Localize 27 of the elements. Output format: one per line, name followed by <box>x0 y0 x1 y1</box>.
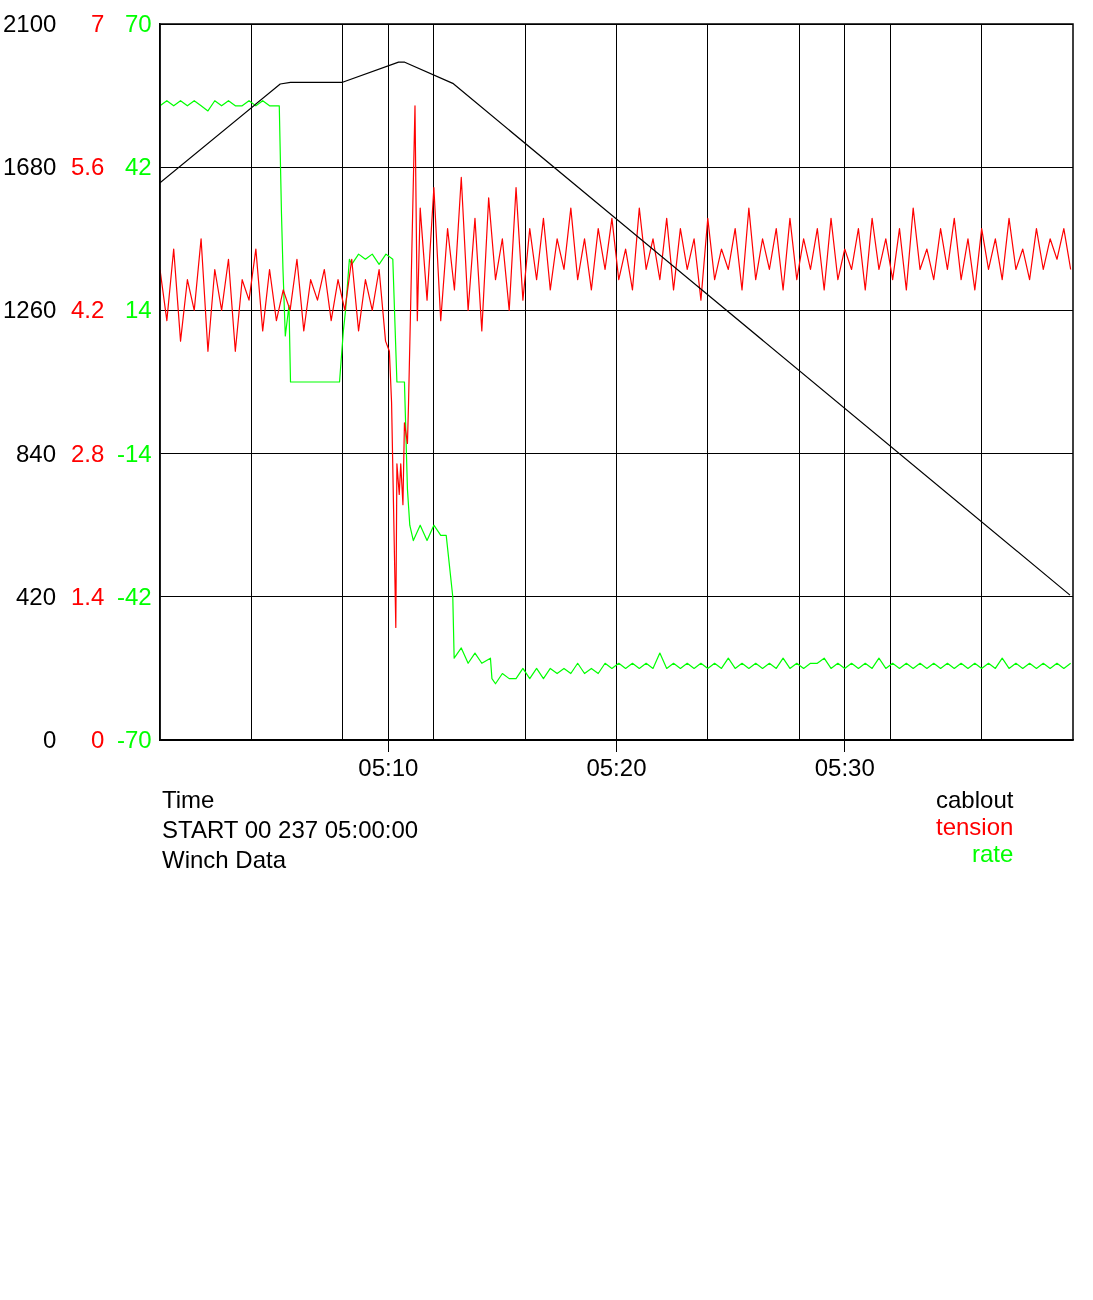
y2-tick-label: 0 <box>91 726 105 753</box>
y-tick-label: 1680 <box>3 153 57 181</box>
y2-tick-label: 5.6 <box>71 153 105 181</box>
x-tick-label: 05:10 <box>358 754 419 781</box>
y-tick-label: 2100 <box>3 10 57 37</box>
y3-tick-label: 14 <box>125 296 152 324</box>
text: START 00 237 05:00:00 <box>162 816 419 843</box>
text: rate <box>972 840 1014 867</box>
y3-tick-label: 70 <box>125 10 152 37</box>
y-tick-label: 0 <box>43 726 57 753</box>
y3-tick-label: -42 <box>117 582 152 610</box>
text: Winch Data <box>162 846 287 873</box>
x-tick-label: 05:20 <box>586 754 647 781</box>
y3-tick-label: -14 <box>117 439 152 467</box>
text: tension <box>936 813 1014 840</box>
y2-tick-label: 2.8 <box>71 439 105 467</box>
y3-tick-label: -70 <box>117 726 152 753</box>
y2-tick-label: 4.2 <box>71 296 105 324</box>
y-tick-label: 420 <box>16 582 57 610</box>
x-axis-title: Time <box>162 786 215 813</box>
text: cablout <box>936 786 1014 813</box>
y2-tick-label: 1.4 <box>71 582 105 610</box>
y-tick-label: 1260 <box>3 296 57 324</box>
y2-tick-label: 7 <box>91 10 105 37</box>
x-tick-label: 05:30 <box>814 754 875 781</box>
y3-tick-label: 42 <box>125 153 152 181</box>
y-tick-label: 840 <box>16 439 57 467</box>
